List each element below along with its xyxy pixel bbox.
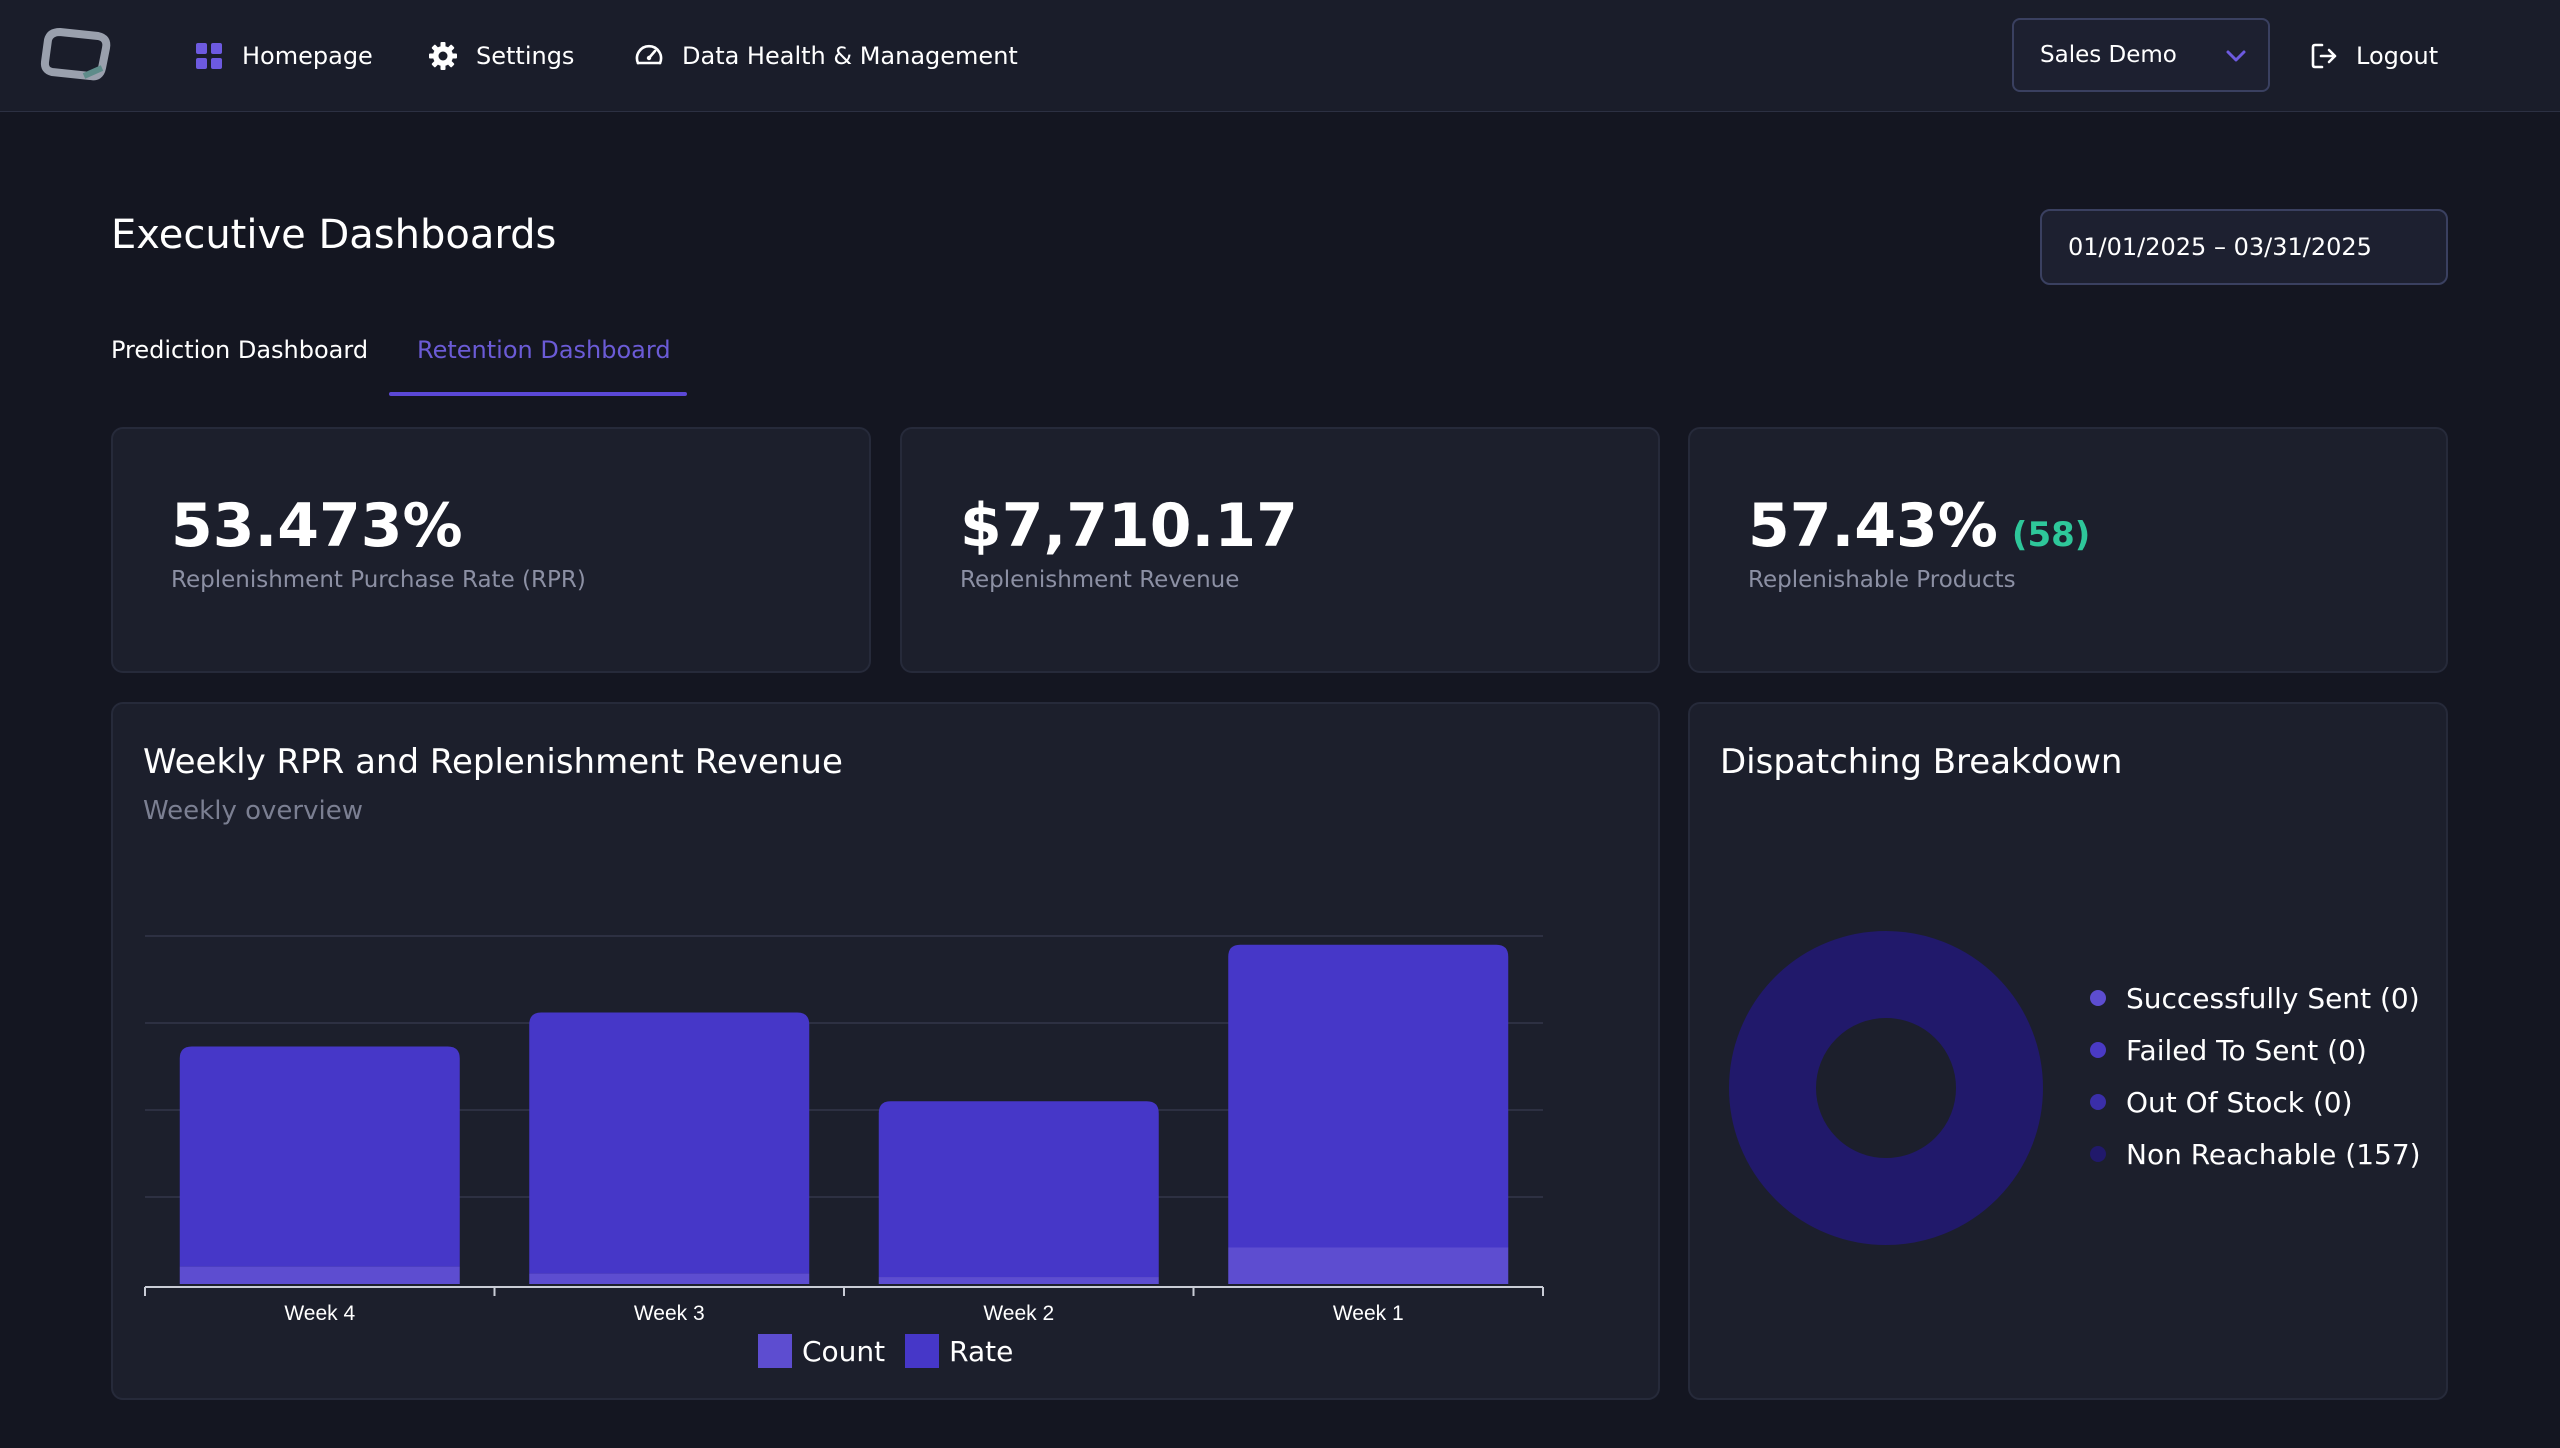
legend-swatch-rate xyxy=(905,1334,940,1368)
kpi-value: 53.473% xyxy=(171,491,463,561)
kpi-replenishable-count: (58) xyxy=(2011,515,2091,555)
gear-icon xyxy=(429,42,457,70)
kpi-rpr-label: Replenishment Purchase Rate (RPR) xyxy=(171,567,586,593)
gauge-icon xyxy=(635,44,663,65)
x-tick-label: Week 2 xyxy=(983,1302,1054,1325)
kpi-replenishable-value: 57.43% xyxy=(1748,491,1998,561)
legend-label: Out Of Stock (0) xyxy=(2126,1085,2353,1119)
kpi-value: $7,710.17 xyxy=(960,491,1298,561)
bar-count-week-4[interactable] xyxy=(179,1266,460,1284)
legend-item-count[interactable]: Count xyxy=(758,1334,885,1368)
grid-icon xyxy=(196,43,222,69)
x-tick-label: Week 1 xyxy=(1333,1302,1404,1325)
nav-homepage-label: Homepage xyxy=(242,42,373,70)
legend-label: Successfully Sent (0) xyxy=(2126,981,2420,1015)
kpi-card-revenue: $7,710.17 Replenishment Revenue xyxy=(900,427,1660,673)
kpi-revenue-label: Replenishment Revenue xyxy=(960,567,1240,593)
legend-item-successfully-sent[interactable]: Successfully Sent (0) xyxy=(2090,972,2421,1024)
legend-item-out-of-stock[interactable]: Out Of Stock (0) xyxy=(2090,1076,2421,1128)
tab-retention-dashboard[interactable]: Retention Dashboard xyxy=(417,336,671,364)
kpi-card-replenishable: 57.43% (58) Replenishable Products xyxy=(1688,427,2448,673)
top-navbar: Homepage Settings Data Healt xyxy=(0,0,2560,112)
organization-select-value: Sales Demo xyxy=(2040,42,2177,68)
legend-label-rate: Rate xyxy=(949,1334,1014,1368)
x-tick-label: Week 4 xyxy=(284,1302,355,1325)
bar-count-week-3[interactable] xyxy=(529,1273,810,1284)
bar-rate-week-4[interactable] xyxy=(179,1046,460,1267)
logout-icon xyxy=(2311,43,2337,69)
nav-data-health[interactable]: Data Health & Management xyxy=(634,34,1018,78)
bar-rate-week-1[interactable] xyxy=(1228,944,1509,1248)
organization-select[interactable]: Sales Demo xyxy=(2012,18,2270,92)
weekly-chart-subtitle: Weekly overview xyxy=(143,796,363,826)
legend-dot xyxy=(2090,1146,2106,1162)
app-logo[interactable] xyxy=(40,28,114,82)
nav-data-health-label: Data Health & Management xyxy=(682,42,1018,70)
legend-dot xyxy=(2090,1042,2106,1058)
page-title: Executive Dashboards xyxy=(111,212,557,258)
weekly-chart-card: Weekly RPR and Replenishment Revenue Wee… xyxy=(111,702,1660,1400)
dispatch-chart-title: Dispatching Breakdown xyxy=(1720,742,2123,782)
kpi-rpr-value: 53.473% xyxy=(171,491,463,561)
nav-settings[interactable]: Settings xyxy=(428,34,574,78)
nav-settings-label: Settings xyxy=(476,42,575,70)
legend-dot xyxy=(2090,1094,2106,1110)
legend-item-non-reachable[interactable]: Non Reachable (157) xyxy=(2090,1128,2421,1180)
date-range-picker[interactable]: 01/01/2025 – 03/31/2025 xyxy=(2040,209,2448,285)
donut-slice-non-reachable[interactable] xyxy=(1729,931,2043,1245)
legend-label: Failed To Sent (0) xyxy=(2126,1033,2367,1067)
dispatch-chart-card: Dispatching Breakdown Successfully Sent … xyxy=(1688,702,2448,1400)
bar-rate-week-3[interactable] xyxy=(529,1012,810,1274)
kpi-revenue-value: $7,710.17 xyxy=(960,491,1298,561)
legend-item-failed-to-sent[interactable]: Failed To Sent (0) xyxy=(2090,1024,2421,1076)
kpi-replenishable-label: Replenishable Products xyxy=(1748,567,2016,593)
legend-label-count: Count xyxy=(802,1334,886,1368)
logout-button[interactable]: Logout xyxy=(2308,34,2438,78)
weekly-chart-title: Weekly RPR and Replenishment Revenue xyxy=(143,742,843,782)
dispatch-legend: Successfully Sent (0) Failed To Sent (0) O… xyxy=(2090,972,2421,1180)
nav-homepage[interactable]: Homepage xyxy=(194,34,373,78)
logout-label: Logout xyxy=(2356,42,2439,70)
x-tick-label: Week 3 xyxy=(634,1302,705,1325)
legend-label: Non Reachable (157) xyxy=(2126,1137,2421,1171)
bar-rate-week-2[interactable] xyxy=(878,1101,1159,1278)
dispatch-donut-chart xyxy=(1729,931,2043,1245)
kpi-card-rpr: 53.473% Replenishment Purchase Rate (RPR… xyxy=(111,427,871,673)
kpi-value: 57.43% (58) xyxy=(1748,491,2090,561)
weekly-bar-chart: Week 4 Week 3 Week 2 Week 1 xyxy=(144,935,1544,1325)
legend-item-rate[interactable]: Rate xyxy=(905,1334,1013,1368)
tab-prediction-dashboard[interactable]: Prediction Dashboard xyxy=(111,336,369,364)
bar-count-week-1[interactable] xyxy=(1228,1247,1509,1284)
legend-swatch-count xyxy=(758,1334,792,1368)
bar-count-week-2[interactable] xyxy=(878,1277,1159,1284)
date-range-value: 01/01/2025 – 03/31/2025 xyxy=(2068,233,2372,261)
chevron-down-icon xyxy=(2226,50,2246,62)
legend-dot xyxy=(2090,990,2106,1006)
active-tab-indicator xyxy=(389,392,687,396)
weekly-chart-legend: Count Rate xyxy=(758,1334,1033,1368)
